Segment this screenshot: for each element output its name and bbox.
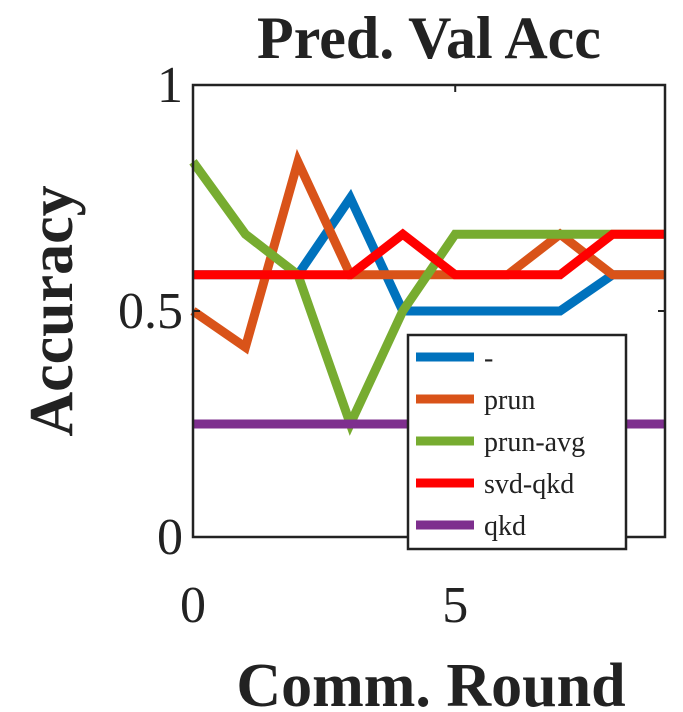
legend-label: prun [484,385,535,416]
x-tick-label: 5 [442,577,468,634]
y-axis-label: Accuracy [18,185,86,436]
legend-label: qkd [484,511,526,542]
legend-label: prun-avg [484,427,585,458]
x-tick-label: 0 [180,577,206,634]
series-line-2 [189,159,665,436]
series-line-3 [193,228,665,280]
y-tick-label: 0 [157,509,183,566]
legend: - prun prun-avg svd-qkd qkd [406,333,628,551]
x-axis-label: Comm. Round [236,652,625,712]
legend-label: svd-qkd [484,469,574,500]
ticks-layer: 0 0.5 1 0 5 [118,57,665,634]
chart-title: Pred. Val Acc [257,5,601,71]
legend-label: - [484,343,493,374]
series-layer [189,148,665,436]
y-tick-label: 1 [157,57,183,114]
y-tick-label: 0.5 [118,283,183,340]
